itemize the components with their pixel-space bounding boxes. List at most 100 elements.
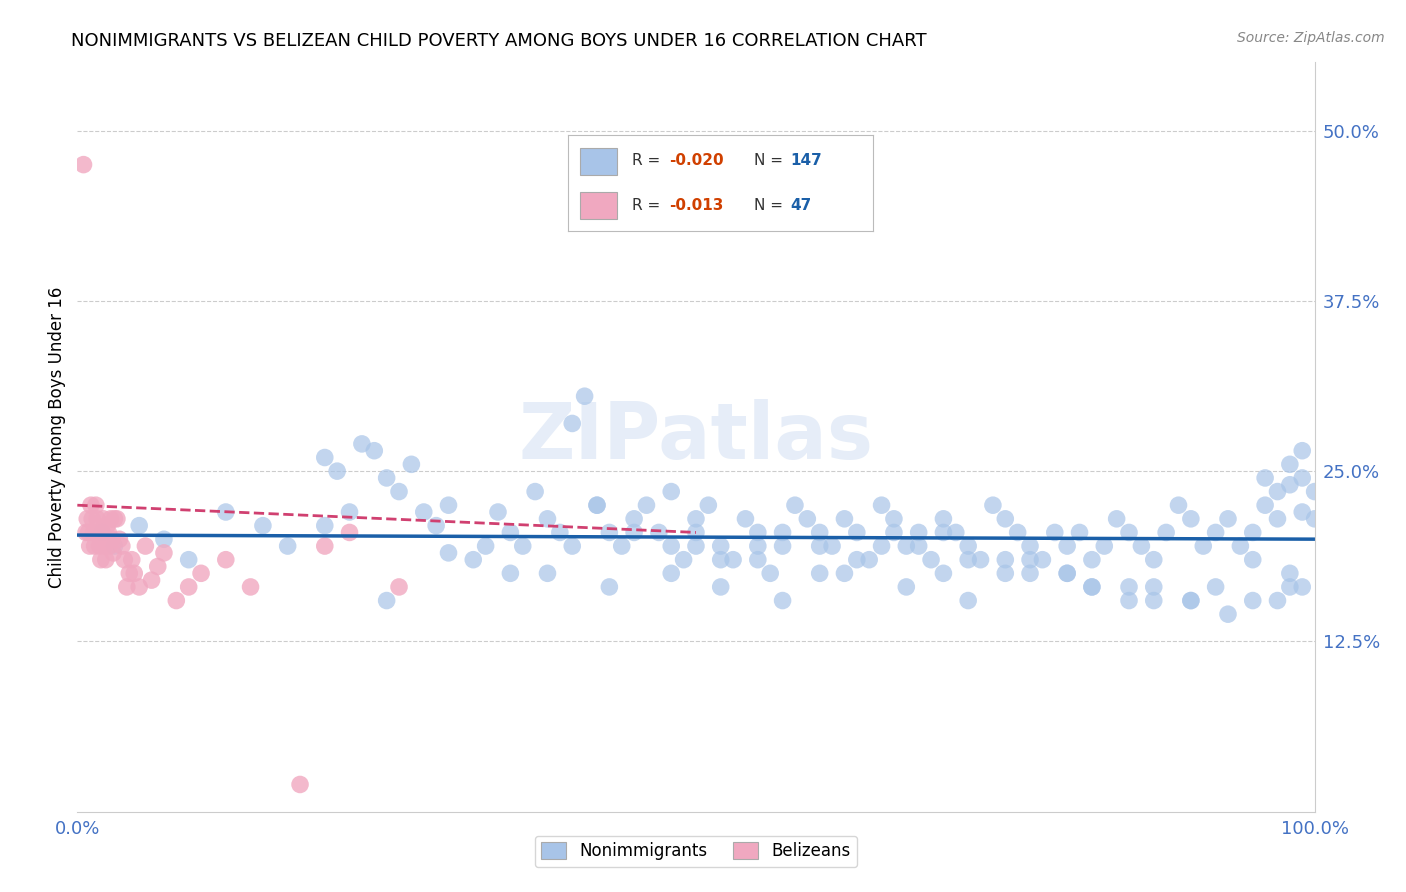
Point: [659, 539, 682, 553]
Point: [747, 525, 769, 540]
Point: [239, 580, 262, 594]
Bar: [581, 148, 617, 175]
Point: [1303, 512, 1326, 526]
Point: [100, 512, 122, 526]
Point: [1291, 443, 1313, 458]
Point: [339, 525, 361, 540]
Point: [1154, 525, 1177, 540]
Point: [957, 539, 980, 553]
Point: [314, 518, 336, 533]
Point: [486, 505, 509, 519]
Point: [115, 580, 138, 594]
Point: [1267, 593, 1289, 607]
Point: [91, 525, 114, 540]
Point: [1143, 593, 1166, 607]
Point: [388, 484, 411, 499]
Point: [870, 498, 893, 512]
Point: [659, 566, 682, 581]
Point: [1143, 552, 1166, 566]
Point: [252, 518, 274, 533]
Point: [375, 471, 398, 485]
Point: [1081, 552, 1104, 566]
Point: [1291, 580, 1313, 594]
Point: [710, 552, 733, 566]
Point: [1118, 580, 1140, 594]
Point: [1081, 580, 1104, 594]
Point: [536, 566, 558, 581]
Point: [103, 512, 125, 526]
Point: [1267, 512, 1289, 526]
Point: [1205, 525, 1227, 540]
Point: [1092, 539, 1115, 553]
Text: 47: 47: [790, 198, 813, 213]
Point: [128, 580, 150, 594]
Point: [1130, 539, 1153, 553]
Point: [808, 539, 831, 553]
Point: [1105, 512, 1128, 526]
Point: [112, 552, 135, 566]
Text: R =: R =: [633, 153, 665, 168]
Point: [685, 539, 707, 553]
Point: [401, 458, 423, 472]
Point: [1291, 505, 1313, 519]
Text: -0.020: -0.020: [669, 153, 723, 168]
Point: [363, 443, 385, 458]
Point: [1278, 477, 1301, 491]
Point: [103, 546, 125, 560]
Point: [932, 512, 955, 526]
Point: [1019, 566, 1042, 581]
Point: [710, 580, 733, 594]
Point: [1118, 525, 1140, 540]
Text: 147: 147: [790, 153, 823, 168]
Point: [1278, 566, 1301, 581]
Point: [548, 525, 571, 540]
Point: [834, 566, 856, 581]
Point: [759, 566, 782, 581]
Text: N =: N =: [754, 153, 787, 168]
Point: [1143, 580, 1166, 594]
Point: [314, 539, 336, 553]
Point: [1291, 471, 1313, 485]
Point: [1007, 525, 1029, 540]
Point: [636, 498, 658, 512]
Point: [1229, 539, 1251, 553]
Point: [437, 498, 460, 512]
Point: [957, 593, 980, 607]
Point: [463, 552, 485, 566]
Point: [734, 512, 756, 526]
Point: [105, 512, 128, 526]
Point: [1180, 593, 1202, 607]
Point: [108, 533, 131, 547]
Point: [845, 525, 868, 540]
Point: [165, 593, 187, 607]
Point: [697, 498, 720, 512]
Point: [1031, 552, 1053, 566]
Text: Source: ZipAtlas.com: Source: ZipAtlas.com: [1237, 31, 1385, 45]
Point: [1118, 593, 1140, 607]
Point: [412, 505, 434, 519]
Point: [1043, 525, 1066, 540]
Point: [648, 525, 671, 540]
Point: [122, 566, 145, 581]
Point: [1019, 552, 1042, 566]
Point: [896, 539, 918, 553]
Point: [1241, 525, 1264, 540]
Point: [76, 512, 98, 526]
Point: [190, 566, 212, 581]
Point: [512, 539, 534, 553]
Point: [994, 512, 1017, 526]
Point: [474, 539, 496, 553]
Point: [685, 512, 707, 526]
Text: R =: R =: [633, 198, 665, 213]
Point: [783, 498, 806, 512]
Point: [561, 539, 583, 553]
Point: [586, 498, 609, 512]
Point: [89, 539, 111, 553]
Point: [388, 580, 411, 594]
Point: [772, 525, 794, 540]
Point: [969, 552, 991, 566]
Point: [883, 512, 905, 526]
Point: [87, 525, 110, 540]
Point: [1278, 580, 1301, 594]
Point: [1081, 580, 1104, 594]
